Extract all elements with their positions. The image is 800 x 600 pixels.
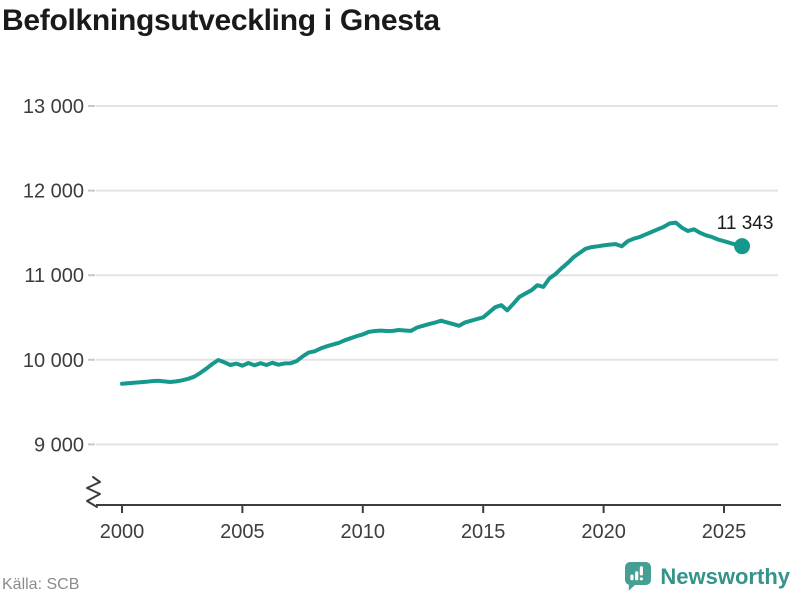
x-tick-label: 2000 bbox=[100, 521, 145, 543]
axis-break-icon bbox=[86, 476, 101, 508]
x-tick-label: 2005 bbox=[220, 521, 265, 543]
y-tick-label: 11 000 bbox=[24, 265, 84, 287]
x-tick-label: 2025 bbox=[702, 521, 747, 543]
source-note: Källa: SCB bbox=[2, 576, 80, 593]
newsworthy-bubble-chart-icon bbox=[625, 562, 652, 591]
x-tick-label: 2015 bbox=[461, 521, 506, 543]
population-line bbox=[120, 220, 745, 386]
end-point-marker bbox=[734, 238, 751, 255]
x-tick-label: 2010 bbox=[341, 521, 386, 543]
end-value-label: 11 343 bbox=[717, 213, 774, 234]
chart-title: Befolkningsutveckling i Gnesta bbox=[2, 4, 440, 37]
y-tick-label: 9 000 bbox=[34, 434, 84, 456]
y-tick-label: 13 000 bbox=[23, 96, 84, 118]
y-tick-label: 12 000 bbox=[23, 181, 84, 203]
newsworthy-wordmark: Newsworthy bbox=[660, 564, 790, 589]
x-tick-label: 2020 bbox=[581, 521, 626, 543]
newsworthy-logo[interactable]: Newsworthy bbox=[624, 561, 790, 593]
y-tick-label: 10 000 bbox=[23, 350, 84, 372]
